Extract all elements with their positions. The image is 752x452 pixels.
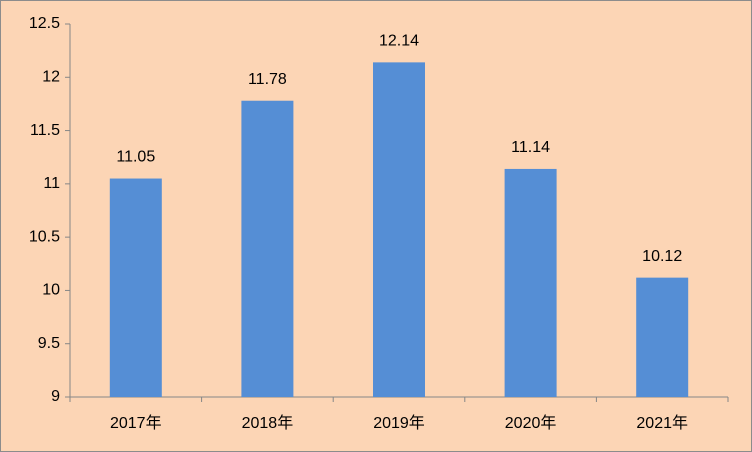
bar bbox=[636, 277, 689, 397]
y-tick-label: 12 bbox=[42, 69, 60, 86]
bar bbox=[241, 100, 294, 397]
x-tick-label: 2018年 bbox=[242, 414, 294, 432]
x-tick-label: 2021年 bbox=[636, 414, 688, 432]
y-tick-label: 12.5 bbox=[29, 15, 60, 32]
bar bbox=[504, 168, 557, 397]
y-tick-label: 10.5 bbox=[29, 228, 60, 245]
data-label: 11.14 bbox=[511, 139, 550, 156]
bar bbox=[109, 178, 162, 397]
y-tick-label: 9 bbox=[51, 388, 60, 405]
data-label: 11.05 bbox=[116, 149, 155, 166]
y-tick-label: 10 bbox=[42, 282, 60, 299]
x-tick-label: 2017年 bbox=[110, 414, 162, 432]
y-tick-label: 11.5 bbox=[30, 122, 60, 139]
x-tick-label: 2019年 bbox=[373, 414, 425, 432]
bar bbox=[373, 62, 425, 397]
x-tick-label: 2020年 bbox=[505, 414, 557, 432]
data-label: 10.12 bbox=[642, 248, 682, 265]
data-label: 12.14 bbox=[379, 33, 419, 50]
data-label: 11.78 bbox=[248, 71, 287, 88]
y-tick-label: 9.5 bbox=[38, 335, 60, 352]
y-tick-label: 11 bbox=[43, 175, 60, 192]
